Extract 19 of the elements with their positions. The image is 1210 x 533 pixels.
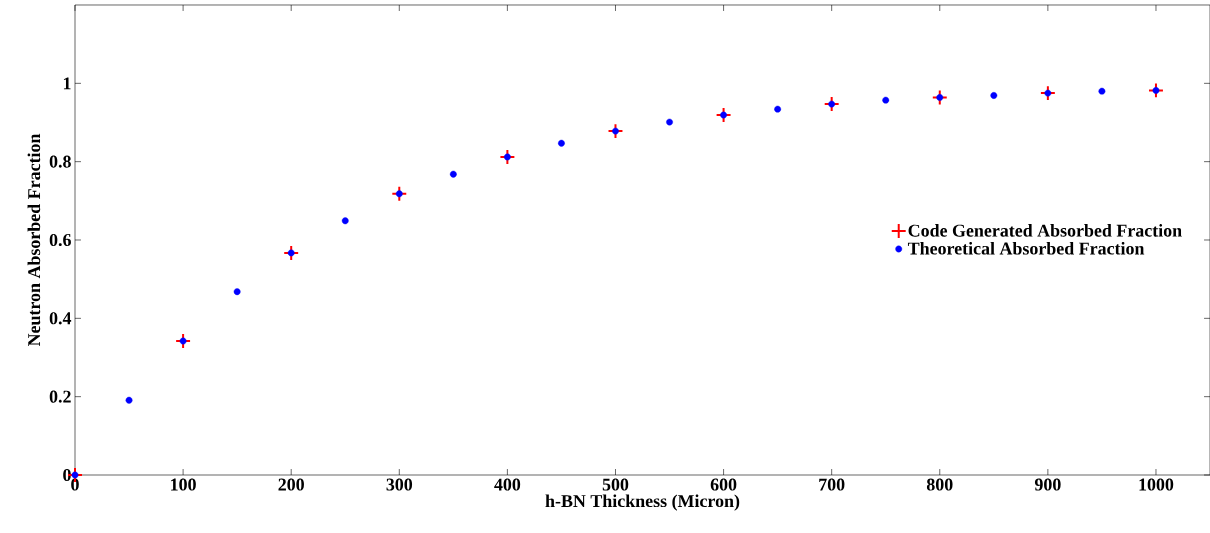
- x-tick-label: 700: [819, 478, 845, 491]
- y-tick-label: 0.4: [49, 312, 72, 325]
- x-tick-label: 500: [602, 478, 629, 491]
- y-tick-label: 0.6: [49, 233, 71, 247]
- x-tick-label: 1000: [1139, 478, 1174, 491]
- y-tick-label: 0.2: [49, 390, 71, 403]
- legend-label: Code Generated Absorbed Fraction: [908, 224, 1182, 237]
- x-axis-title: h-BN Thickness (Micron): [545, 494, 740, 511]
- x-tick-label: 600: [710, 478, 737, 491]
- x-tick-label: 100: [171, 478, 196, 491]
- y-axis-title: Neutron Absorbed Fraction: [27, 133, 41, 347]
- legend-label: Theoretical Absorbed Fraction: [907, 241, 1145, 255]
- x-tick-label: 200: [278, 478, 304, 491]
- x-tick-label: 400: [494, 478, 521, 491]
- y-tick-label: 0.8: [49, 155, 71, 168]
- x-tick-label: 300: [386, 478, 413, 491]
- x-tick-label: 800: [926, 478, 953, 491]
- x-tick-label: 900: [1034, 478, 1061, 491]
- y-tick-label: 1: [63, 77, 71, 90]
